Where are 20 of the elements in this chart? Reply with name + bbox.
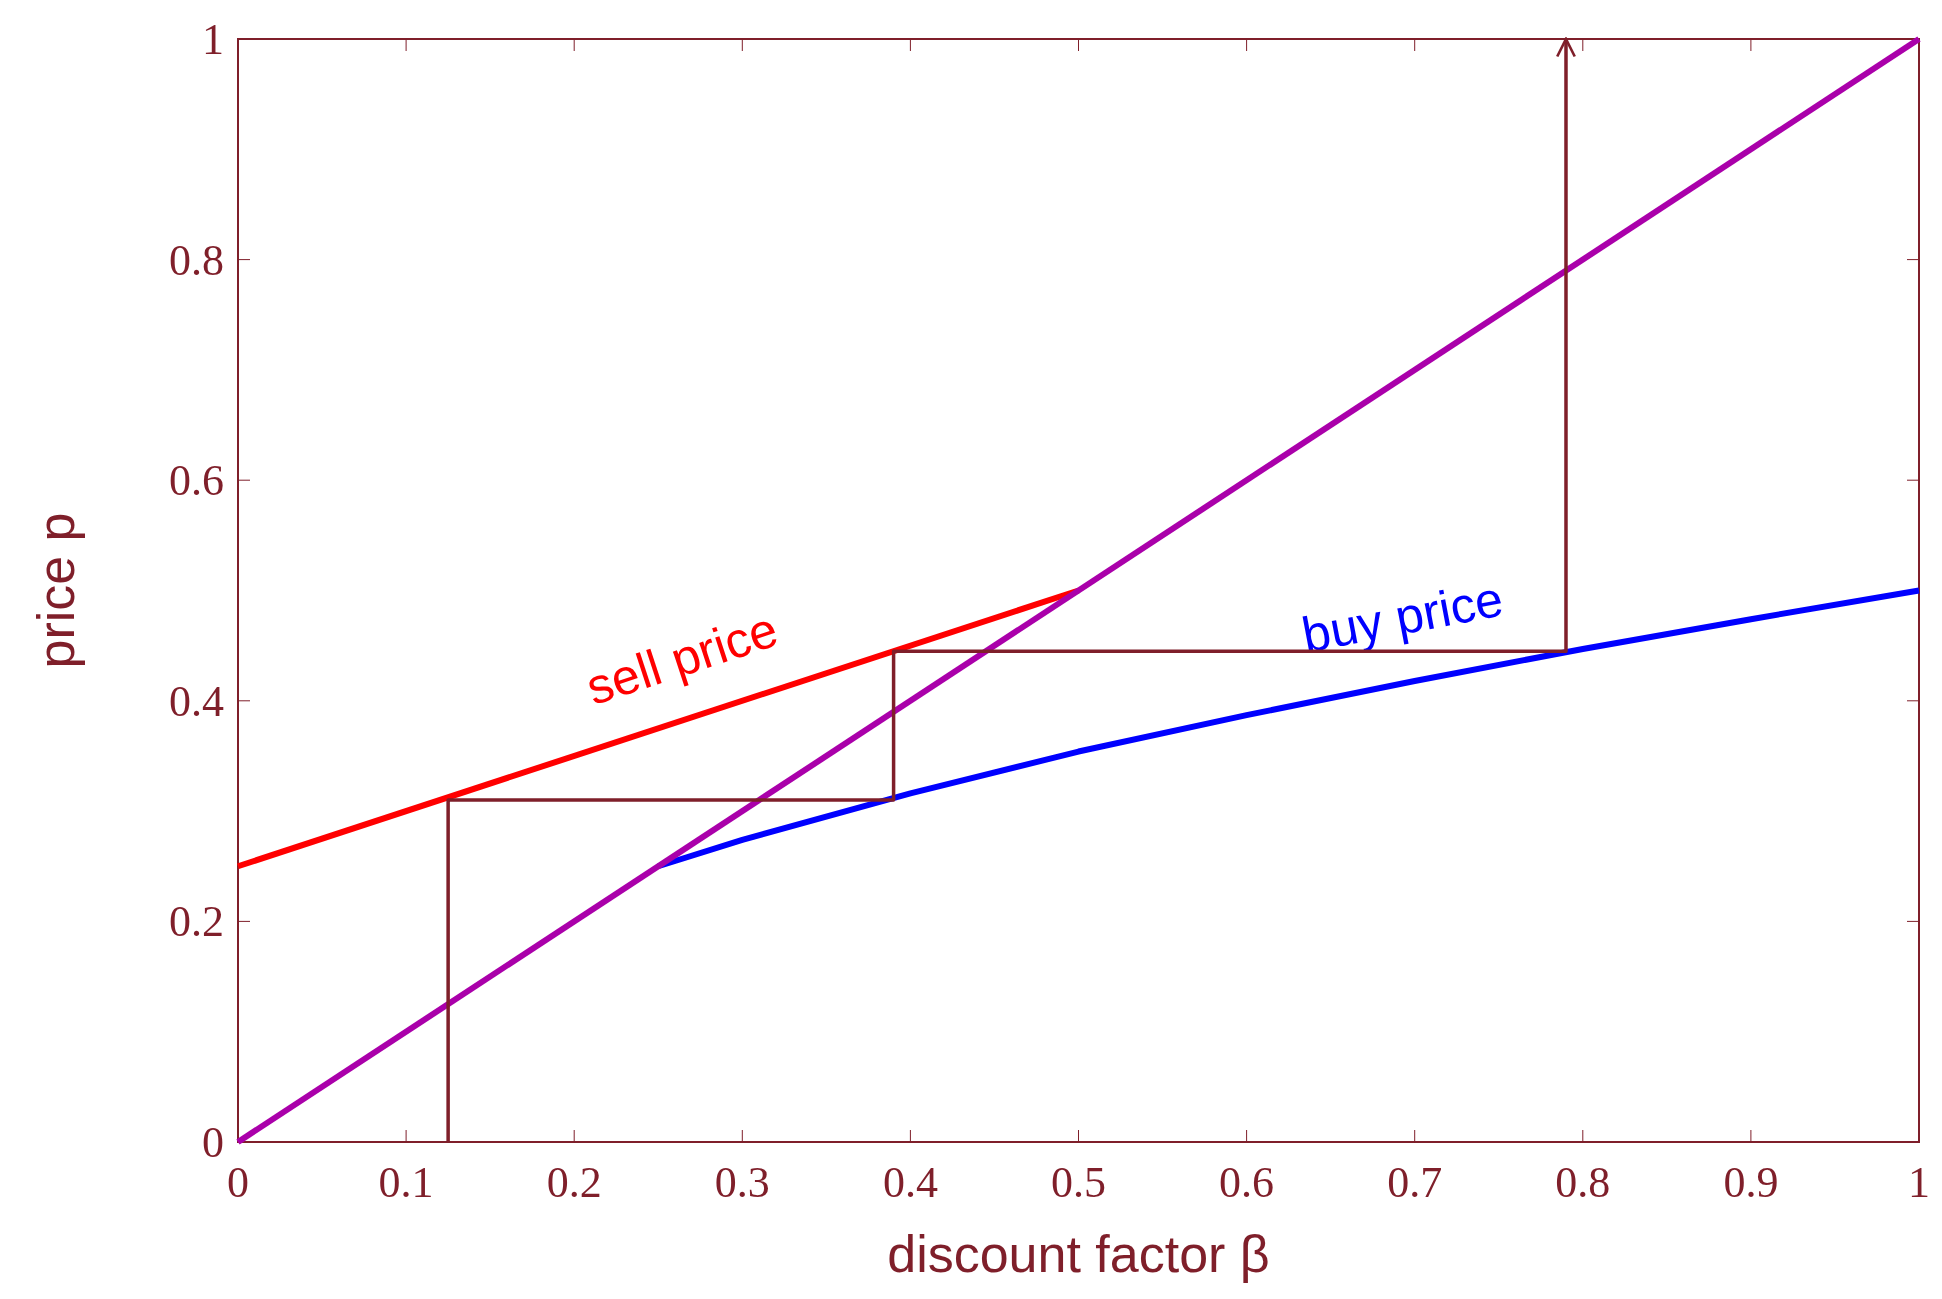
y-tick-label: 0.8 bbox=[169, 235, 224, 285]
text: sell price bbox=[579, 601, 785, 716]
x-tick-label: 0.6 bbox=[1219, 1158, 1275, 1207]
x-tick-label: 0.4 bbox=[882, 1158, 938, 1207]
x-tick-label: 0.2 bbox=[546, 1158, 602, 1207]
y-tick-label: 0.6 bbox=[169, 456, 224, 506]
x-tick-label: 0.9 bbox=[1723, 1158, 1779, 1207]
x-tick-label: 0.5 bbox=[1051, 1158, 1106, 1207]
y-tick-label: 1 bbox=[202, 15, 224, 64]
x-tick-label: 0.8 bbox=[1555, 1158, 1611, 1207]
text: buy price bbox=[1297, 570, 1508, 664]
x-tick-label: 0.1 bbox=[378, 1158, 434, 1207]
y-axis-title: price p bbox=[27, 512, 85, 669]
y-tick-label: 0.4 bbox=[169, 676, 224, 726]
y-tick-label: 0 bbox=[202, 1118, 224, 1167]
x-tick-label: 0.7 bbox=[1387, 1158, 1443, 1207]
x-tick-label: 1 bbox=[1908, 1158, 1930, 1207]
x-tick-label: 0.3 bbox=[714, 1158, 770, 1207]
y-tick-label: 0.2 bbox=[169, 897, 224, 947]
x-axis-title: discount factor β bbox=[887, 1225, 1270, 1283]
